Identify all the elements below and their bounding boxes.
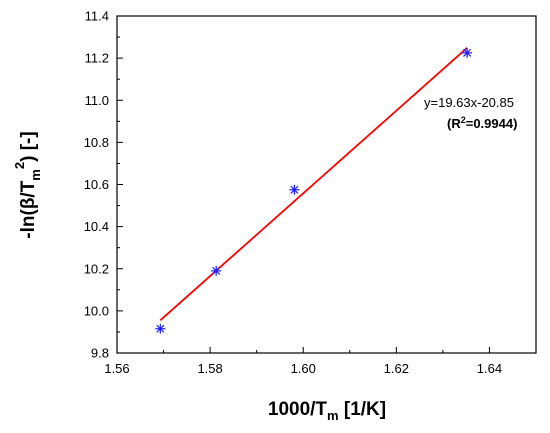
y-tick-label: 10.0 — [84, 303, 109, 318]
data-point — [289, 184, 300, 195]
y-tick-label: 11.4 — [85, 9, 109, 24]
y-tick-label: 10.6 — [84, 177, 109, 192]
r2-value: =0.9944) — [466, 116, 518, 131]
x-tick-label: 1.60 — [291, 361, 316, 376]
x-tick-label: 1.62 — [384, 361, 409, 376]
marker-stroke — [290, 185, 299, 194]
y-tick-label: 10.2 — [84, 261, 109, 276]
r2-prefix: (R — [447, 116, 461, 131]
marker-stroke — [156, 324, 165, 333]
x-tick-label: 1.56 — [104, 361, 129, 376]
y-axis-title-suffix: ) [-] — [18, 131, 39, 162]
y-tick-label: 11.2 — [85, 51, 109, 66]
x-axis-title-unit: [1/K] — [339, 399, 387, 420]
y-axis-title-sub: m — [28, 169, 43, 181]
y-axis-title: -ln(β/Tm2) [-] — [12, 131, 43, 238]
r2-superscript: 2 — [461, 115, 466, 125]
marker-stroke — [463, 48, 472, 57]
y-axis-title-prefix: -ln(β/T — [18, 180, 39, 238]
x-axis-title: 1000/Tm [1/K] — [268, 399, 386, 423]
data-point — [155, 323, 166, 334]
data-point — [462, 47, 473, 58]
x-tick-label: 1.58 — [197, 361, 222, 376]
x-ticks: 1.56 1.58 1.60 1.62 1.64 — [104, 347, 537, 376]
y-axis-title-sup: 2 — [12, 162, 27, 169]
y-ticks: 9.8 10.0 10.2 10.4 10.6 10.8 11.0 11.2 11.4 — [84, 9, 123, 361]
fit-line — [159, 47, 468, 321]
x-axis-title-main: 1000/T — [268, 399, 328, 420]
y-tick-label: 11.0 — [85, 93, 109, 108]
y-tick-label: 10.8 — [84, 135, 109, 150]
r-squared-label: (R2=0.9944) — [447, 115, 517, 131]
fit-equation: y=19.63x-20.85 — [424, 95, 514, 110]
data-point — [211, 265, 222, 276]
x-axis-title-sub: m — [327, 408, 339, 423]
y-tick-label: 10.4 — [84, 219, 109, 234]
data-points — [155, 47, 473, 334]
y-tick-label: 9.8 — [91, 346, 109, 361]
x-tick-label: 1.64 — [477, 361, 502, 376]
marker-stroke — [212, 266, 221, 275]
fit-line-group — [159, 47, 468, 321]
